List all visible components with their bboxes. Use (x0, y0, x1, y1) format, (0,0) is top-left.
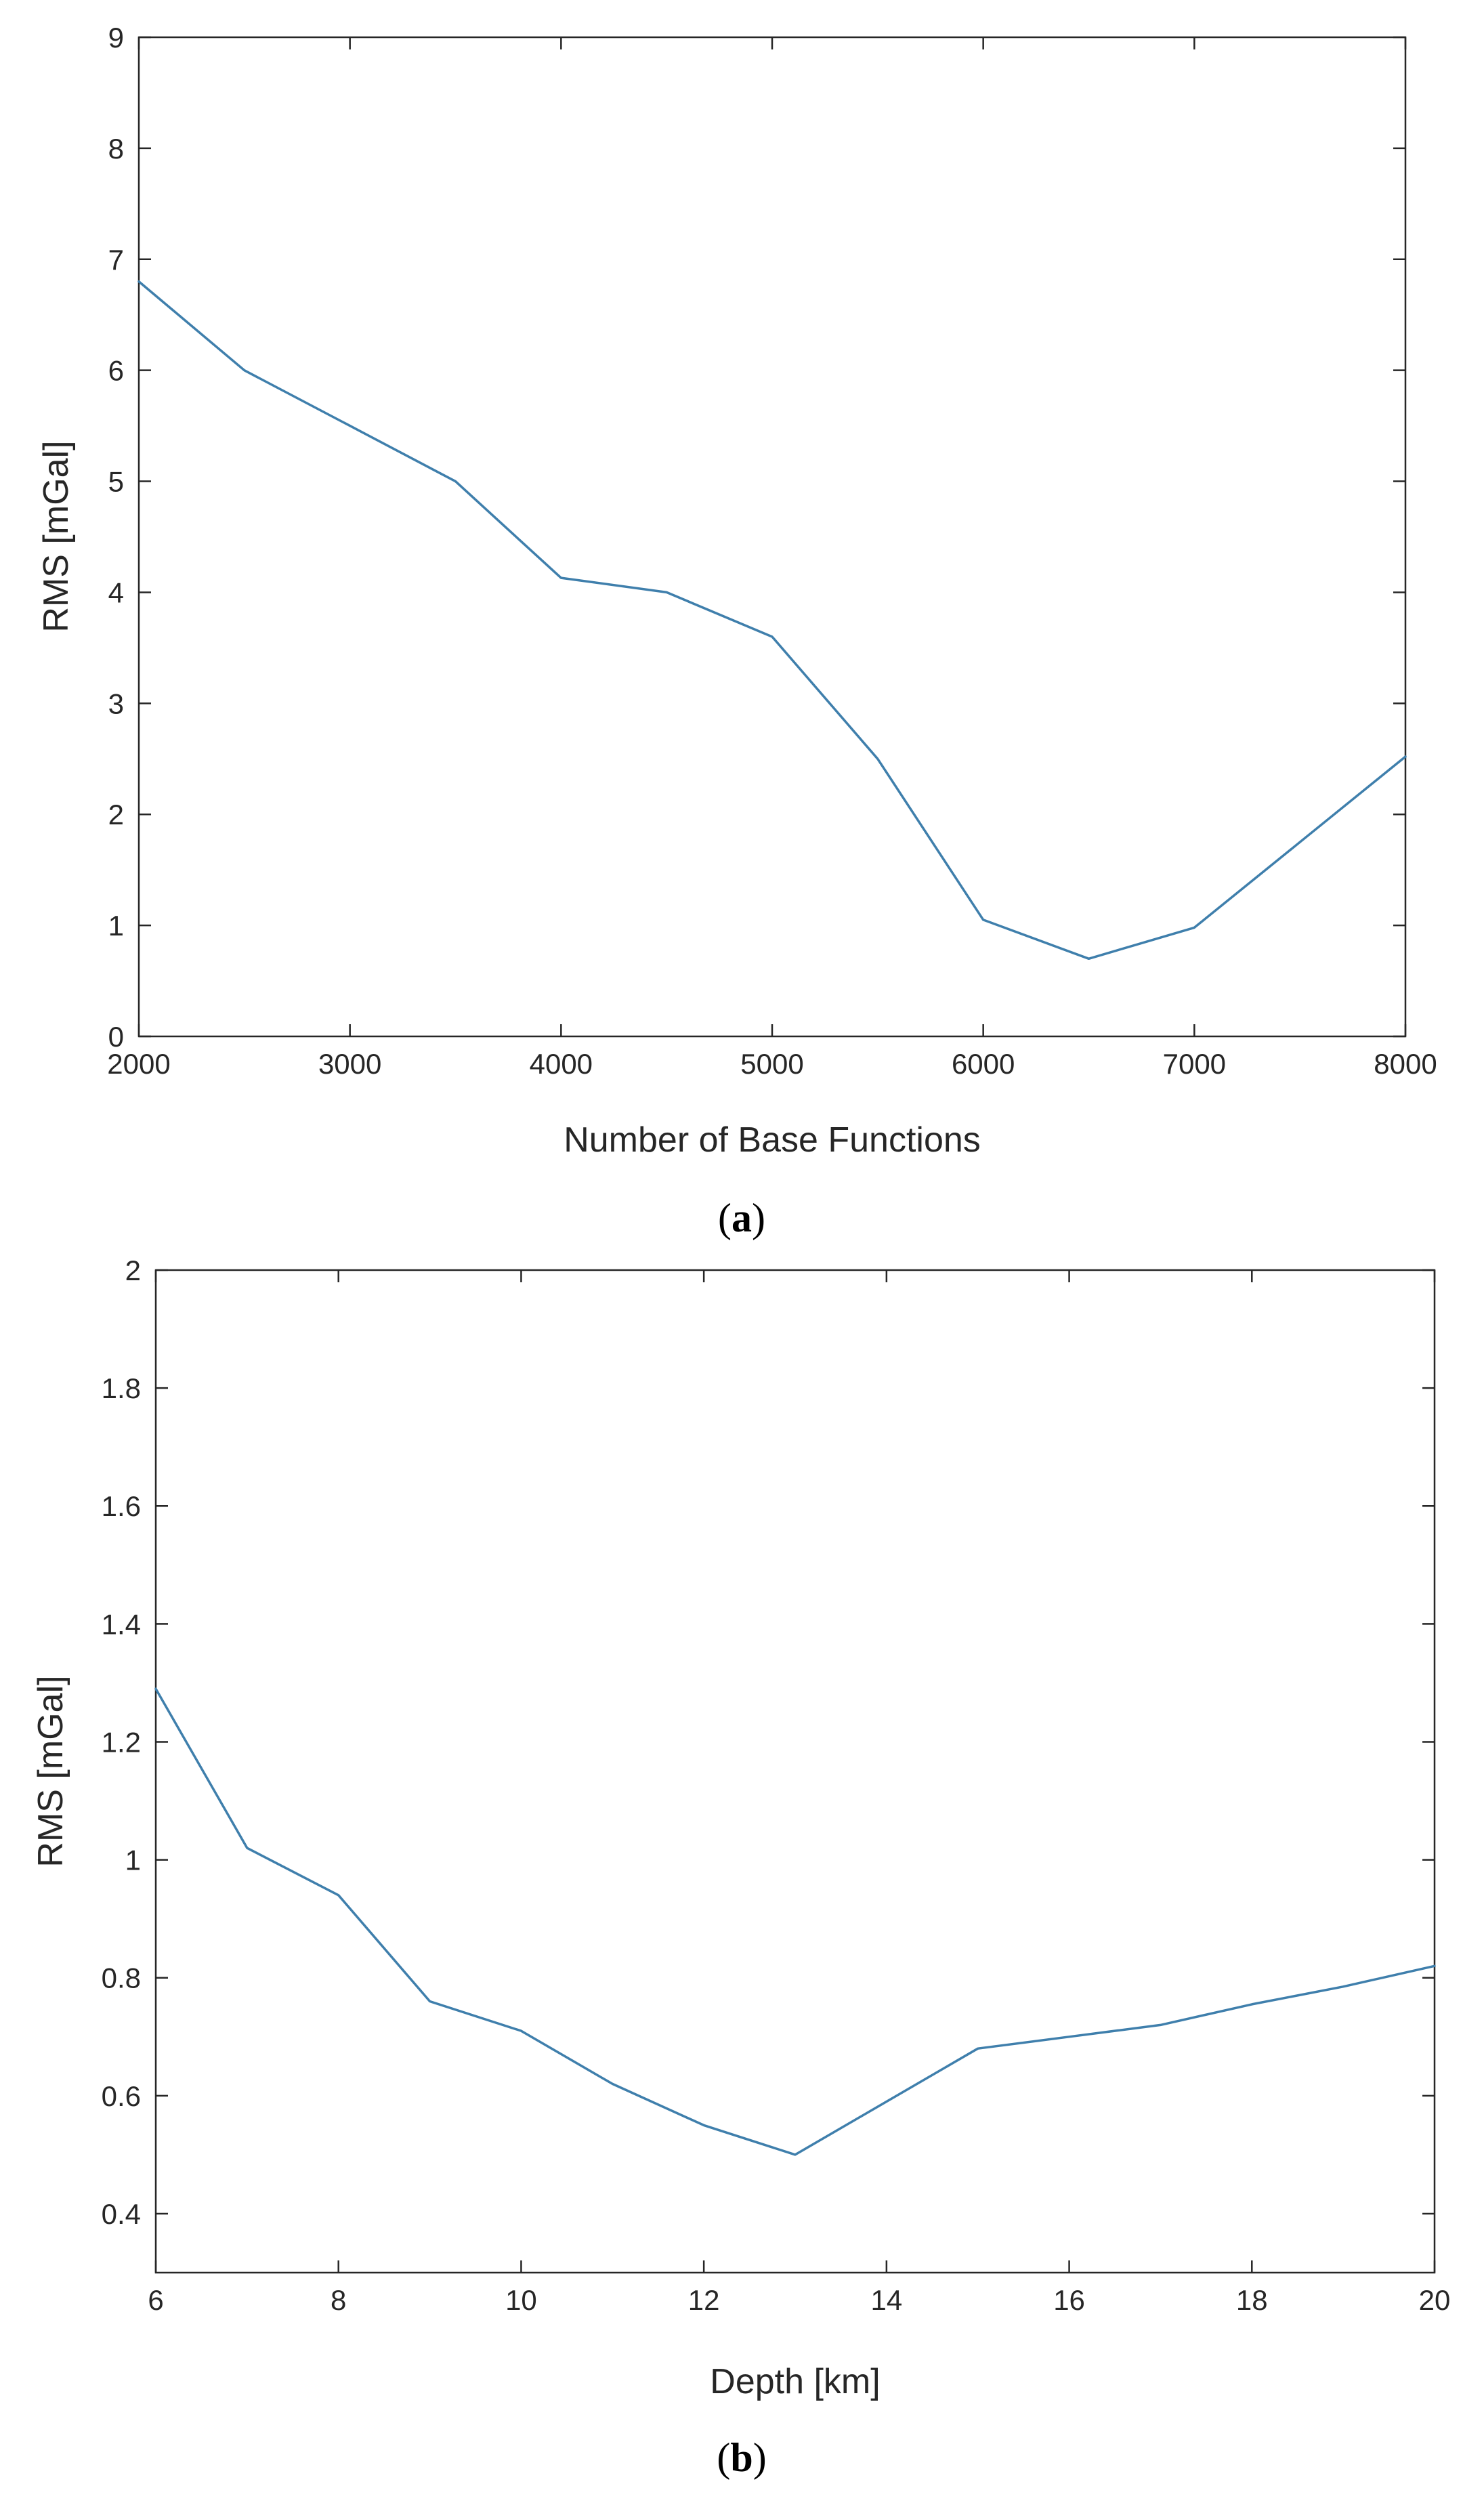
x-tick-label: 4000 (530, 1048, 593, 1080)
y-axis-label-b: RMS [mGal] (31, 1675, 70, 1867)
plot-frame-a (137, 36, 1407, 1038)
y-tick-labels-a: 0 1 2 3 4 5 6 7 8 9 (108, 22, 124, 1053)
y-tick-label: 0 (108, 1021, 124, 1053)
y-tick-label: 1 (108, 910, 124, 942)
x-tick-label: 6000 (952, 1048, 1015, 1080)
y-tick-label: 9 (108, 22, 124, 54)
series-group-b (154, 1687, 1436, 2156)
y-tick-label: 1.4 (102, 1608, 141, 1640)
y-tick-label: 1.6 (102, 1490, 141, 1522)
x-axis-label-b: Depth [km] (710, 2362, 880, 2401)
panel-letter-a: a (732, 1196, 752, 1240)
x-tick-label: 20 (1419, 2284, 1451, 2316)
y-tick-label: 7 (108, 244, 124, 276)
x-tick-label: 7000 (1163, 1048, 1226, 1080)
chart-panel-a: 2000 3000 4000 5000 6000 7000 8000 0123456789 … (37, 22, 1437, 1240)
y-tick-label: 0.6 (102, 2080, 141, 2112)
x-tick-labels-b: 6 8 10 12 14 16 18 20 (148, 2284, 1450, 2316)
y-tick-label: 0.4 (102, 2198, 141, 2230)
y-tick-label: 1 (125, 1845, 141, 1876)
panel-caption-a: (a) (718, 1196, 765, 1240)
chart-panel-b: 6 8 10 12 14 16 18 20 0.4 0.6 0.8 1 1.2 1.4 1.6 1.8 2 D… (31, 1255, 1450, 2480)
tick-marks-b (154, 1269, 1436, 2273)
y-tick-label: 1.8 (102, 1372, 141, 1404)
panel-letter-b: b (730, 2435, 752, 2480)
panel-caption-b: (b) (717, 2435, 766, 2480)
x-tick-label: 12 (688, 2284, 720, 2316)
x-tick-label: 16 (1053, 2284, 1085, 2316)
y-tick-label: 2 (108, 799, 124, 830)
x-tick-label: 5000 (740, 1048, 803, 1080)
y-tick-label: 2 (125, 1255, 141, 1286)
x-tick-label: 18 (1236, 2284, 1268, 2316)
x-tick-label: 8 (331, 2284, 346, 2316)
y-tick-label: 3 (108, 688, 124, 719)
y-tick-label: 8 (108, 133, 124, 165)
y-tick-labels-b: 0.4 0.6 0.8 1 1.2 1.4 1.6 1.8 2 (102, 1255, 141, 2230)
x-tick-label: 10 (505, 2284, 537, 2316)
x-axis-label-a: Number of Base Functions (564, 1120, 981, 1160)
y-tick-label: 6 (108, 355, 124, 387)
series-line (137, 280, 1407, 961)
y-tick-label: 1.2 (102, 1726, 141, 1758)
x-tick-label: 8000 (1374, 1048, 1437, 1080)
x-tick-label: 2000 (107, 1048, 170, 1080)
plot-frame-b (154, 1269, 1436, 2274)
x-tick-label: 6 (148, 2284, 163, 2316)
series-line (154, 1687, 1436, 2156)
tick-marks-a (137, 36, 1407, 1038)
series-group-a (137, 280, 1407, 961)
x-tick-label: 14 (870, 2284, 902, 2316)
y-axis-label-a: RMS [mGal] (37, 440, 76, 632)
x-tick-label: 3000 (318, 1048, 381, 1080)
y-tick-label: 5 (108, 466, 124, 498)
y-tick-label: 4 (108, 576, 124, 608)
y-tick-label: 0.8 (102, 1962, 141, 1994)
x-tick-labels-a: 2000 3000 4000 5000 6000 7000 8000 (107, 1048, 1437, 1080)
